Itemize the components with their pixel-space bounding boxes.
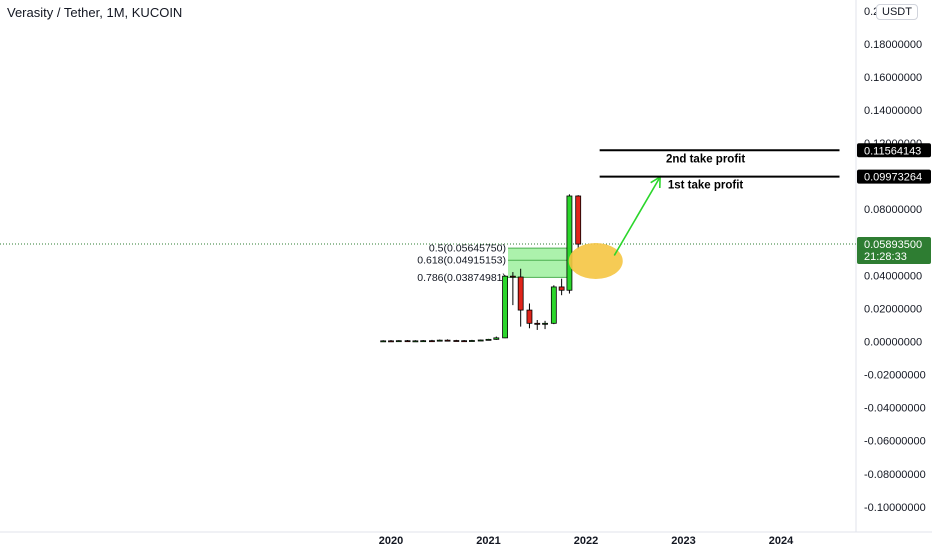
y-tick-label: 0.14000000 (864, 105, 922, 117)
candle-body (558, 286, 565, 291)
candle-body (388, 340, 394, 343)
candle-body (502, 275, 508, 339)
candle-body (436, 339, 443, 342)
price-axis[interactable]: 0.20.180000000.160000000.140000000.12000… (864, 6, 926, 514)
last-price-text: 0.05893500 (864, 239, 922, 251)
y-tick-label: 0.16000000 (864, 72, 922, 84)
entry-ellipse[interactable] (568, 242, 623, 279)
candle-body (412, 340, 419, 343)
candle-body (429, 340, 435, 343)
take-profit-lines[interactable]: 2nd take profit 1st take profit (599, 149, 840, 192)
y-tick-label: 0.04000000 (864, 270, 922, 282)
take-profit-price-text: 0.09973264 (864, 172, 922, 184)
target-arrow[interactable] (613, 175, 661, 256)
take-profit-label: 2nd take profit (666, 153, 745, 165)
candle-body (404, 340, 411, 343)
x-tick-label: 2022 (574, 535, 598, 547)
y-tick-label: -0.10000000 (864, 502, 926, 514)
arrow-shaft (613, 176, 661, 256)
candle-body (453, 340, 460, 342)
x-tick-label: 2021 (476, 535, 500, 547)
y-tick-label: 0.2 (864, 6, 879, 18)
candle-body (493, 337, 500, 340)
fib-level-label: 0.786(0.03874981) (417, 272, 506, 284)
candle-body (534, 322, 541, 325)
bar-countdown-text: 21:28:33 (864, 251, 907, 263)
candle-body (444, 339, 451, 342)
candle-body (420, 340, 427, 343)
candle-body (509, 275, 516, 278)
take-profit-price-text: 0.11564143 (864, 145, 921, 157)
y-tick-label: 0.00000000 (864, 337, 922, 349)
time-axis[interactable]: 2020 2021 2022 2023 2024 (379, 535, 794, 547)
fibonacci-retracement[interactable]: 0.5(0.05645750)0.618(0.04915153) 0.786(0.… (417, 243, 569, 284)
last-price-tag (857, 237, 931, 265)
candle-body (469, 340, 475, 342)
fib-level-label: 0.618(0.04915153) (417, 255, 506, 267)
candle-body (477, 339, 484, 342)
y-tick-label: 0.18000000 (864, 39, 922, 51)
x-tick-label: 2024 (769, 535, 794, 547)
entry-zone[interactable] (568, 242, 623, 279)
candle-body (395, 340, 402, 343)
x-tick-label: 2023 (671, 535, 695, 547)
x-tick-label: 2020 (379, 535, 403, 547)
y-tick-label: 0.02000000 (864, 303, 922, 315)
y-tick-label: -0.08000000 (864, 469, 926, 481)
y-tick-label: 0.08000000 (864, 204, 922, 216)
y-tick-label: -0.02000000 (864, 370, 926, 382)
take-profit-price-tag (857, 169, 931, 184)
candle-body (526, 309, 533, 324)
candle-body (380, 340, 387, 343)
fib-zone-fill (508, 248, 569, 278)
take-profit-price-tag (857, 143, 931, 158)
currency-badge[interactable]: USDT (876, 4, 918, 20)
candle-body (542, 322, 548, 325)
candle-body (566, 195, 573, 291)
take-profit-label: 1st take profit (668, 180, 744, 192)
candle-body (575, 195, 582, 245)
y-tick-label: -0.06000000 (864, 436, 926, 448)
candle-body (517, 276, 524, 311)
candle-body (485, 338, 492, 341)
fib-level-label: 0.5(0.05645750) (429, 243, 506, 255)
candles (380, 194, 582, 343)
y-tick-label: -0.04000000 (864, 403, 926, 415)
symbol-title[interactable]: Verasity / Tether, 1M, KUCOIN (7, 5, 183, 20)
candle-body (461, 340, 468, 343)
candle-body (550, 286, 557, 324)
